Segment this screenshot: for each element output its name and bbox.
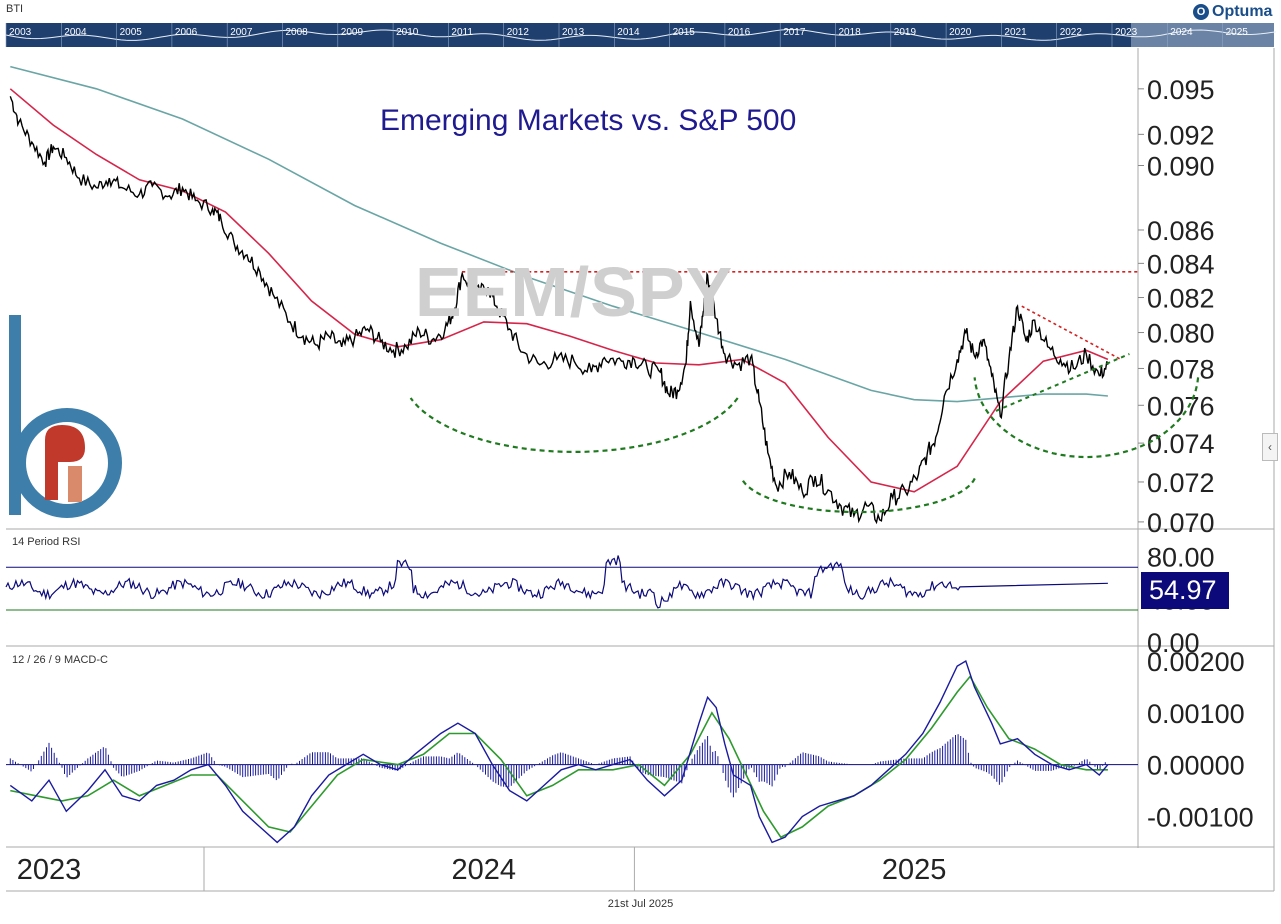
logo-bar <box>68 466 82 502</box>
triangle-upper-trendline <box>1021 305 1122 361</box>
optuma-logo-icon: O <box>1193 4 1209 20</box>
rsi-line <box>5 555 1108 609</box>
price-tick-label: 0.070 <box>1147 508 1215 538</box>
overview-year-label: 2024 <box>1170 27 1193 38</box>
overview-year-label: 2022 <box>1060 27 1083 38</box>
rsi-tick-label: 0.00 <box>1147 628 1200 658</box>
overview-window <box>1131 23 1274 47</box>
price-line <box>9 96 1109 525</box>
x-axis-year-label: 2024 <box>452 854 517 886</box>
rsi-last-value-badge: 54.97 <box>1141 572 1229 609</box>
macd-tick-label: 0.00200 <box>1147 647 1245 677</box>
ma-short-line <box>9 88 1109 493</box>
ticker-label: BTI <box>6 3 24 15</box>
overview-year-label: 2008 <box>286 27 309 38</box>
price-tick-label: 0.084 <box>1147 249 1215 279</box>
price-tick-label: 0.076 <box>1147 391 1215 421</box>
x-axis-year-label: 2023 <box>17 854 82 886</box>
overview-year-label: 2006 <box>175 27 198 38</box>
overview-year-label: 2025 <box>1226 27 1249 38</box>
price-tick-label: 0.090 <box>1147 152 1215 182</box>
x-axis-year-label: 2025 <box>882 854 947 886</box>
overview-year-label: 2015 <box>673 27 696 38</box>
overview-year-label: 2010 <box>396 27 419 38</box>
overview-year-label: 2023 <box>1115 27 1138 38</box>
overview-year-label: 2020 <box>949 27 972 38</box>
price-tick-label: 0.082 <box>1147 284 1215 314</box>
overview-year-label: 2005 <box>120 27 143 38</box>
logo-letter <box>45 425 85 500</box>
macd-panel-label: 12 / 26 / 9 MACD-C <box>12 654 108 666</box>
price-tick-label: 0.086 <box>1147 216 1215 246</box>
chart-title: Emerging Markets vs. S&P 500 <box>380 104 797 137</box>
chart-watermark: EEM/SPY <box>415 253 734 331</box>
overview-year-label: 2003 <box>9 27 32 38</box>
logo-ring <box>12 408 122 518</box>
overview-sparkline <box>5 28 1277 41</box>
overview-year-label: 2007 <box>230 27 253 38</box>
overview-year-label: 2004 <box>64 27 87 38</box>
macd-tick-label: -0.00100 <box>1147 802 1254 832</box>
price-tick-label: 0.074 <box>1147 429 1215 459</box>
ma-long-line <box>10 65 1108 403</box>
triangle-lower-trendline <box>995 353 1130 412</box>
macd-signal-line <box>10 675 1108 839</box>
macd-tick-label: 0.00100 <box>1147 699 1245 729</box>
panel-collapse-arrow-icon[interactable]: ‹ <box>1262 433 1278 461</box>
price-tick-label: 0.092 <box>1147 120 1215 150</box>
macd-tick-label: 0.00000 <box>1147 751 1245 781</box>
brand-name: Optuma <box>1212 3 1273 20</box>
overview-strip <box>6 23 1274 47</box>
macd-line <box>9 659 1109 844</box>
overview-year-label: 2013 <box>562 27 585 38</box>
price-tick-label: 0.072 <box>1147 468 1215 498</box>
overview-year-label: 2021 <box>1004 27 1027 38</box>
rsi-panel-label: 14 Period RSI <box>12 536 81 548</box>
rsi-tick-label: 80.00 <box>1147 543 1215 573</box>
overview-year-label: 2019 <box>894 27 917 38</box>
left-shoulder-arc <box>409 397 739 454</box>
overview-year-label: 2011 <box>451 27 473 38</box>
overview-year-label: 2012 <box>507 27 530 38</box>
overview-year-label: 2018 <box>839 27 862 38</box>
right-shoulder-arc <box>973 377 1200 459</box>
price-tick-label: 0.080 <box>1147 319 1215 349</box>
overview-year-label: 2016 <box>728 27 751 38</box>
overview-year-label: 2017 <box>783 27 806 38</box>
price-tick-label: 0.078 <box>1147 354 1215 384</box>
head-arc <box>740 477 976 514</box>
price-tick-label: 0.095 <box>1147 75 1215 105</box>
chart-date-label: 21st Jul 2025 <box>607 898 674 910</box>
overview-year-label: 2014 <box>617 27 640 38</box>
overview-year-label: 2009 <box>341 27 364 38</box>
